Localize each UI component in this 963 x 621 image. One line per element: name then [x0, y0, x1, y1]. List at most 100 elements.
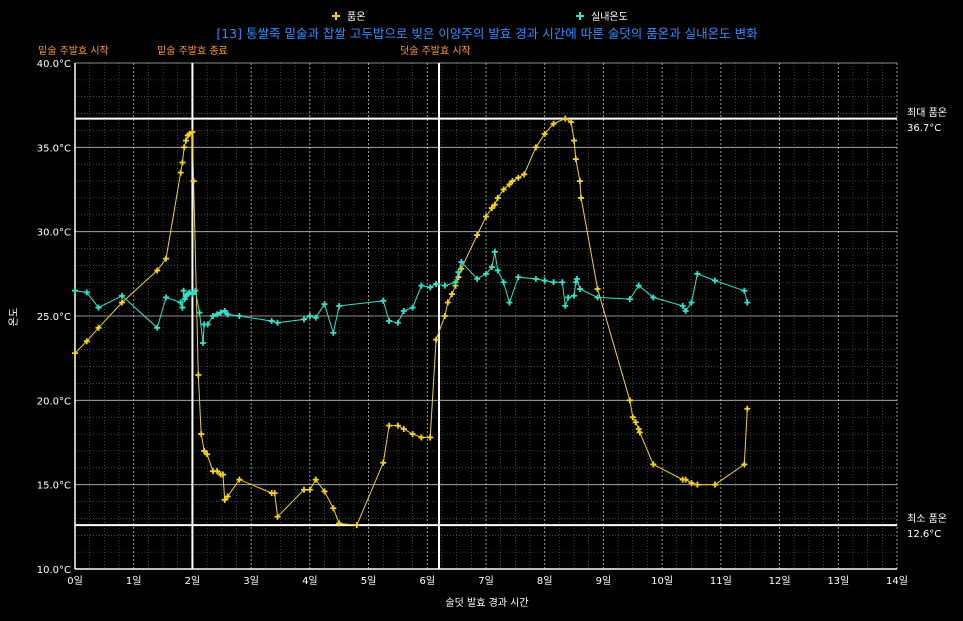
data-point-room-temp: [312, 314, 319, 321]
data-point-room-temp: [196, 309, 203, 316]
data-point-room-temp: [515, 274, 522, 281]
data-point-pumon: [380, 459, 387, 466]
data-point-room-temp: [394, 319, 401, 326]
data-point-room-temp: [550, 279, 557, 286]
data-point-room-temp: [380, 297, 387, 304]
x-tick-label: 8일: [537, 575, 553, 587]
x-tick-label: 0일: [67, 575, 83, 587]
data-point-pumon: [195, 372, 202, 379]
data-point-pumon: [201, 447, 208, 454]
data-point-room-temp: [711, 277, 718, 284]
legend-label-pumon: 품온: [347, 11, 365, 23]
data-point-room-temp: [118, 292, 125, 299]
data-point-room-temp: [506, 299, 513, 306]
data-point-pumon: [509, 178, 516, 185]
annotation-mitsul-start: 밑술 주발효 시작: [38, 45, 109, 57]
data-point-pumon: [441, 313, 448, 319]
data-point-pumon: [694, 481, 701, 488]
data-point-pumon: [72, 350, 78, 357]
data-point-room-temp: [180, 287, 187, 294]
data-point-room-temp: [409, 304, 416, 311]
data-point-pumon: [500, 186, 507, 193]
y-tick-label: 25.0°C: [37, 312, 71, 323]
data-point-room-temp: [154, 324, 161, 331]
max-label-line1: 최대 품온: [907, 107, 947, 119]
data-point-pumon: [488, 205, 495, 212]
data-point-pumon: [198, 431, 205, 438]
data-point-room-temp: [72, 287, 78, 294]
data-point-room-temp: [95, 304, 102, 311]
data-point-room-temp: [441, 282, 448, 289]
data-point-room-temp: [274, 319, 281, 326]
data-point-room-temp: [217, 309, 224, 316]
data-point-room-temp: [181, 296, 188, 303]
axes: [74, 63, 897, 570]
y-axis-label: 온도: [8, 308, 20, 326]
annotation-mitsul-end: 밑술 주발효 종료: [157, 45, 228, 57]
data-point-pumon: [626, 397, 633, 404]
data-point-room-temp: [541, 277, 548, 284]
data-point-room-temp: [574, 275, 581, 282]
data-point-pumon: [118, 299, 125, 306]
legend-item-pumon[interactable]: 품온: [332, 11, 365, 23]
data-point-room-temp: [576, 286, 583, 293]
data-point-pumon: [571, 137, 578, 144]
data-point-pumon: [312, 476, 319, 483]
min-label-line2: 12.6°C: [907, 529, 941, 540]
data-point-pumon: [636, 429, 643, 436]
data-point-pumon: [483, 213, 489, 220]
series-line-pumon: [74, 118, 748, 526]
data-point-room-temp: [494, 267, 501, 274]
data-point-pumon: [444, 299, 451, 306]
data-point-pumon: [578, 194, 585, 201]
y-tick-label: 30.0°C: [37, 228, 71, 239]
data-point-pumon: [635, 426, 642, 433]
data-point-room-temp: [214, 311, 221, 318]
data-point-pumon: [154, 267, 161, 274]
data-point-room-temp: [224, 311, 231, 318]
data-point-pumon: [236, 476, 243, 483]
legend-item-room-temp[interactable]: 실내온도: [576, 11, 628, 23]
data-point-room-temp: [565, 294, 572, 301]
x-tick-label: 6일: [420, 575, 436, 587]
data-point-room-temp: [694, 270, 701, 277]
data-point-pumon: [455, 274, 462, 281]
data-point-pumon: [576, 178, 583, 185]
data-point-room-temp: [300, 316, 307, 323]
y-tick-label: 40.0°C: [37, 59, 71, 70]
max-label-line2: 36.7°C: [907, 123, 941, 134]
data-point-room-temp: [452, 279, 459, 286]
legend-label-room-temp: 실내온도: [591, 11, 628, 23]
annotation-deotsul-start: 덧술 주발효 시작: [400, 45, 471, 57]
data-point-pumon: [271, 490, 278, 497]
data-point-room-temp: [741, 287, 748, 294]
data-point-room-temp: [427, 284, 434, 291]
data-point-room-temp: [559, 279, 566, 286]
data-point-room-temp: [572, 279, 579, 286]
data-point-room-temp: [179, 304, 186, 311]
data-point-pumon: [541, 130, 548, 137]
data-point-pumon: [650, 461, 657, 468]
data-point-room-temp: [571, 292, 578, 299]
x-tick-label: 11일: [710, 575, 732, 587]
data-point-pumon: [515, 174, 522, 181]
data-point-pumon: [448, 291, 455, 298]
data-point-room-temp: [562, 302, 569, 309]
data-point-pumon: [386, 422, 393, 429]
data-point-pumon: [321, 488, 328, 495]
data-point-pumon: [433, 336, 440, 343]
data-point-pumon: [330, 505, 337, 512]
data-point-pumon: [494, 194, 501, 201]
data-point-room-temp: [483, 270, 489, 277]
data-point-pumon: [550, 120, 557, 127]
legend: 품온 실내온도: [332, 11, 628, 23]
x-tick-label: 14일: [886, 575, 908, 587]
series-layer: [72, 115, 751, 529]
data-point-room-temp: [491, 248, 498, 255]
data-point-pumon: [474, 232, 481, 239]
data-point-room-temp: [418, 282, 425, 289]
y-tick-label: 35.0°C: [37, 143, 71, 154]
data-point-pumon: [682, 476, 689, 483]
y-tick-label: 10.0°C: [37, 565, 71, 576]
